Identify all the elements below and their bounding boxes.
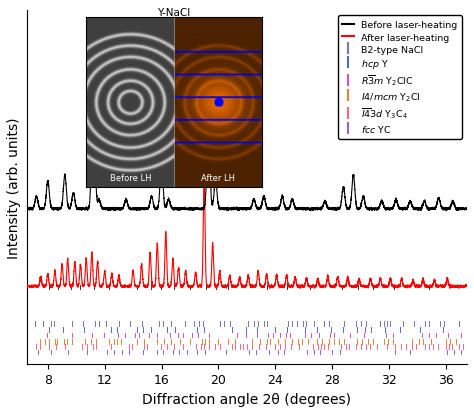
Y-axis label: Intensity (arb. units): Intensity (arb. units) xyxy=(7,117,21,258)
Legend: Before laser-heating, After laser-heating, B2-type NaCl, $hcp$ Y, $R\overline{3}: Before laser-heating, After laser-heatin… xyxy=(338,16,462,140)
X-axis label: Diffraction angle 2θ (degrees): Diffraction angle 2θ (degrees) xyxy=(142,392,351,406)
